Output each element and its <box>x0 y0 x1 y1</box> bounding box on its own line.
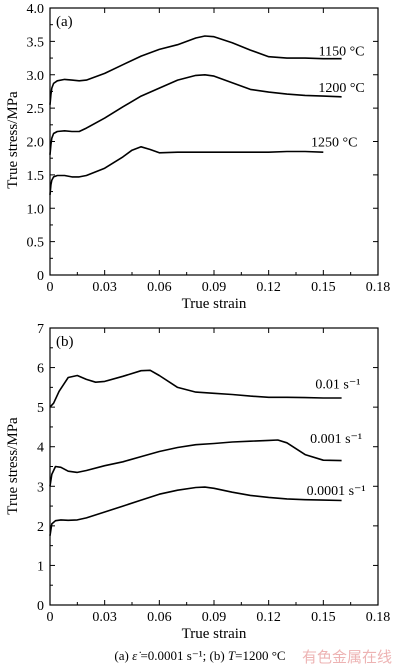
panel-label: (b) <box>56 334 74 350</box>
x-tick-label: 0 <box>47 280 54 295</box>
caption-temperature-symbol: T <box>227 648 236 663</box>
series-label: 0.0001 s⁻¹ <box>307 484 366 499</box>
y-tick-label: 0 <box>37 599 44 614</box>
y-tick-label: 3.5 <box>27 35 45 50</box>
series-line <box>49 439 342 487</box>
y-tick-label: 3 <box>37 480 44 495</box>
series-label: 0.01 s⁻¹ <box>315 377 360 392</box>
panel-label: (a) <box>56 14 73 30</box>
series-label: 1200 °C <box>318 81 364 96</box>
series-line <box>49 146 324 195</box>
series-line <box>49 74 342 155</box>
watermark-logo: 有色金属在线 <box>301 648 392 666</box>
caption-part-b-value: =1200 °C <box>235 648 286 663</box>
x-tick-label: 0.15 <box>311 280 336 295</box>
caption-part-a-value: =0.0001 s⁻¹; <box>137 648 207 663</box>
x-tick-label: 0.06 <box>147 280 172 295</box>
y-tick-label: 1.5 <box>27 169 45 184</box>
x-tick-label: 0.09 <box>202 280 227 295</box>
figure-caption: (a) ε̇ =0.0001 s⁻¹; (b) T=1200 °C <box>0 648 400 664</box>
series-line <box>49 486 342 536</box>
y-tick-label: 7 <box>37 322 44 337</box>
y-tick-label: 2 <box>37 520 44 535</box>
x-tick-label: 0.03 <box>92 610 117 625</box>
panel-b-chart: 0 0.03 0.06 0.09 0.12 0.15 0.18 0 1 2 3 4 5 6 7 True st… <box>5 322 390 642</box>
y-tick-label: 4.0 <box>27 2 45 17</box>
series-label: 1250 °C <box>311 136 357 151</box>
x-tick-label: 0 <box>47 610 54 625</box>
y-tick-label: 2.5 <box>27 102 45 117</box>
x-tick-label: 0.18 <box>366 610 391 625</box>
y-tick-label: 1 <box>37 559 44 574</box>
y-tick-label: 3.0 <box>27 69 45 84</box>
y-tick-label: 2.0 <box>27 136 45 151</box>
x-tick-label: 0.15 <box>311 610 336 625</box>
x-tick-label: 0.18 <box>366 280 391 295</box>
y-tick-label: 1.0 <box>27 202 45 217</box>
x-tick-label: 0.06 <box>147 610 172 625</box>
y-axis-label: True stress/MPa <box>5 417 21 515</box>
x-axis-label: True strain <box>182 296 247 312</box>
series-label: 0.001 s⁻¹ <box>310 432 362 447</box>
caption-part-a-prefix: (a) <box>114 648 129 663</box>
x-tick-label: 0.12 <box>256 610 281 625</box>
panel-a-chart: 0 0.03 0.06 0.09 0.12 0.15 0.18 0 0.5 1.0 1.5 2.0 2.… <box>5 2 390 312</box>
y-tick-label: 0.5 <box>27 236 45 251</box>
x-axis-label: True strain <box>182 626 247 642</box>
series-line <box>49 35 342 105</box>
series-label: 1150 °C <box>319 45 365 60</box>
x-tick-label: 0.09 <box>202 610 227 625</box>
x-tick-label: 0.12 <box>256 280 281 295</box>
y-tick-label: 5 <box>37 401 44 416</box>
series-line <box>49 369 342 408</box>
y-tick-label: 6 <box>37 362 44 377</box>
y-axis-label: True stress/MPa <box>5 91 21 189</box>
x-tick-label: 0.03 <box>92 280 117 295</box>
caption-strain-rate-symbol: ε̇ <box>132 648 138 663</box>
caption-part-b-prefix: (b) <box>206 648 228 663</box>
y-tick-label: 0 <box>37 269 44 284</box>
y-tick-label: 4 <box>37 441 44 456</box>
